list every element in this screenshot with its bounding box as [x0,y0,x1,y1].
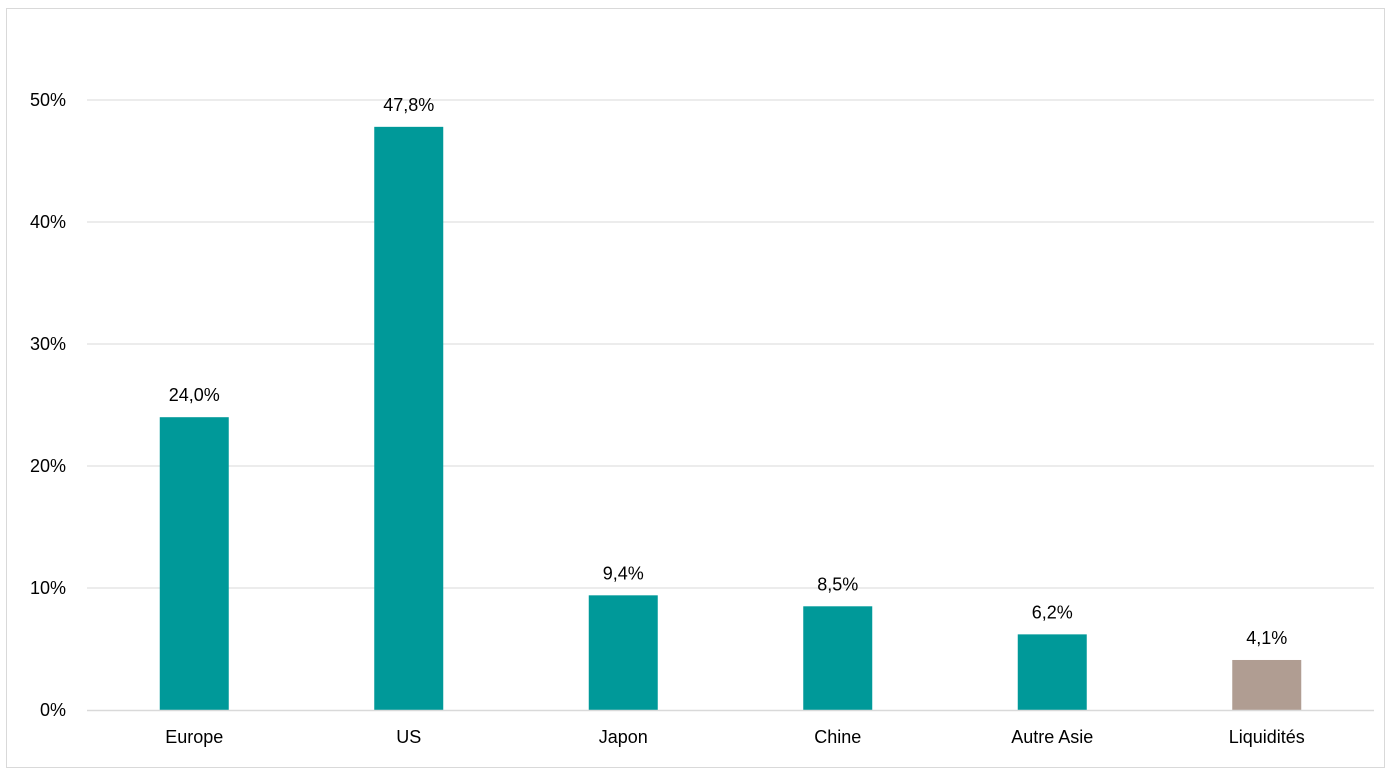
y-tick-label: 50% [30,90,66,110]
data-labels: 24,0% 47,8% 9,4% 8,5% 6,2% 4,1% [169,95,1288,648]
bar-autre-asie [1017,634,1087,710]
y-axis-ticks: 0% 10% 20% 30% 40% 50% [30,90,66,720]
y-tick-label: 40% [30,212,66,232]
x-tick-label: Japon [599,727,648,747]
bar-us [374,126,444,711]
bar-japon [588,595,658,710]
data-label: 6,2% [1032,602,1073,622]
y-tick-label: 10% [30,578,66,598]
bar-chine [803,606,873,710]
x-tick-label: US [396,727,421,747]
data-label: 24,0% [169,385,220,405]
x-tick-label: Europe [165,727,223,747]
data-label: 47,8% [383,95,434,115]
bar-liquidit-s [1232,659,1302,710]
data-label: 4,1% [1246,628,1287,648]
x-tick-label: Chine [814,727,861,747]
data-label: 8,5% [817,574,858,594]
gridlines [87,99,1374,589]
bars [159,126,1302,711]
y-tick-label: 30% [30,334,66,354]
x-axis-ticks: Europe US Japon Chine Autre Asie Liquidités [165,727,1305,747]
data-label: 9,4% [603,563,644,583]
y-tick-label: 0% [40,700,66,720]
chart-frame [6,8,1385,768]
x-tick-label: Liquidités [1229,727,1305,747]
x-tick-label: Autre Asie [1011,727,1093,747]
bar-europe [159,417,229,710]
y-tick-label: 20% [30,456,66,476]
